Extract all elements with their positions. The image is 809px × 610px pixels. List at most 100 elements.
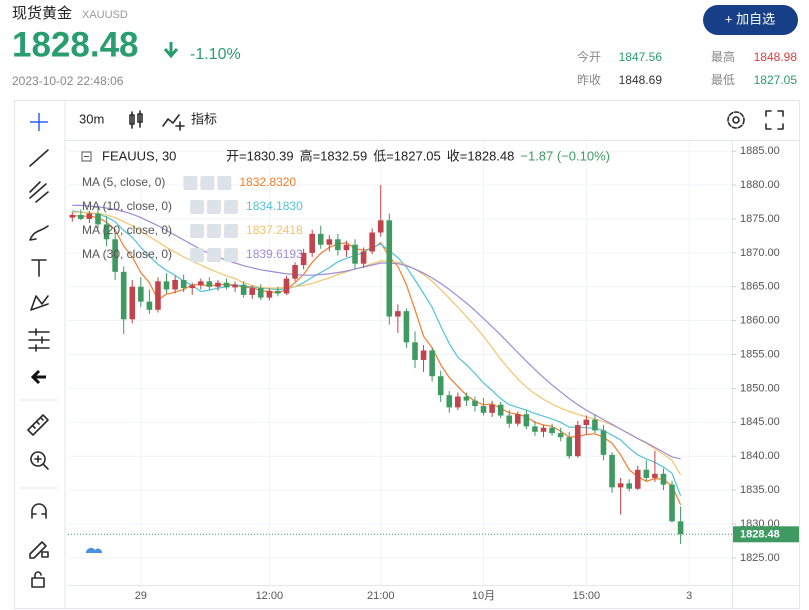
instrument-name: 现货黄金 <box>12 5 72 22</box>
candle-body <box>266 290 273 298</box>
y-tick-label: 1845.00 <box>740 416 780 428</box>
candle-body <box>395 311 401 317</box>
candle-body <box>583 419 590 426</box>
candle-body <box>369 232 375 252</box>
y-tick-label: 1835.00 <box>740 484 780 496</box>
ohlc-label: 收=1828.48 <box>447 148 515 163</box>
candle-body <box>600 430 607 455</box>
candle-body <box>643 469 650 478</box>
ma-legend-button[interactable] <box>207 200 222 214</box>
y-tick-label: 1825.00 <box>740 552 780 564</box>
candle-body <box>677 521 684 535</box>
stat-label: 最低 <box>711 73 735 87</box>
fork-tool[interactable] <box>29 181 49 203</box>
candle-body <box>403 311 410 343</box>
stat-label: 今开 <box>577 49 601 64</box>
candle-body <box>660 473 667 485</box>
measure-tool[interactable] <box>28 328 50 352</box>
ma-legend-name: MA (10, close, 0) <box>82 199 172 213</box>
ohlc-label: 低=1827.05 <box>373 148 441 163</box>
ma-legend-button[interactable] <box>224 224 239 238</box>
ma-legend-value: 1834.1830 <box>246 199 303 213</box>
candle-body <box>472 400 478 407</box>
candle-body <box>275 290 281 294</box>
ma-legend-button[interactable] <box>207 224 222 238</box>
indicators-button[interactable]: 指标 <box>191 111 217 126</box>
indicator-icon[interactable] <box>162 114 185 131</box>
candle-body <box>103 224 110 240</box>
ma-line <box>72 204 681 460</box>
last-price-box <box>733 526 799 543</box>
collapse-icon[interactable] <box>81 151 92 162</box>
ma-legend-button[interactable] <box>190 248 205 262</box>
lock-tool[interactable] <box>31 571 45 588</box>
candle-body <box>240 284 247 295</box>
candle-body <box>206 281 213 287</box>
pattern-tool[interactable] <box>30 295 49 311</box>
ruler-tool[interactable] <box>27 414 49 436</box>
candle-body <box>429 350 435 377</box>
drawing-toolbar <box>20 113 58 588</box>
settings-icon[interactable] <box>727 111 745 129</box>
chart-type-icon[interactable] <box>129 110 143 129</box>
ma-line <box>72 211 682 476</box>
lock-drawing-tool[interactable] <box>29 541 49 559</box>
ma-legend-value: 1839.6193 <box>246 247 303 261</box>
ma-legend-button[interactable] <box>200 176 215 190</box>
ma-legend-button[interactable] <box>190 200 205 214</box>
candle-body <box>634 469 641 489</box>
text-tool[interactable] <box>31 259 47 277</box>
ma-legend-button[interactable] <box>224 200 239 214</box>
candle-body <box>489 404 495 413</box>
add-watchlist-label[interactable]: + 加自选 <box>725 11 775 26</box>
ma-legend-button[interactable] <box>190 224 205 238</box>
interval-button[interactable]: 30m <box>79 111 104 126</box>
candle-body <box>155 281 161 310</box>
ma-legend-button[interactable] <box>217 176 232 190</box>
candle-body <box>198 281 204 286</box>
candle-body <box>172 279 178 290</box>
candle-body <box>343 244 350 251</box>
line-tool[interactable] <box>29 149 49 167</box>
candle-body <box>652 473 658 478</box>
y-tick-label: 1875.00 <box>740 213 780 225</box>
zoom-tool[interactable] <box>30 451 49 470</box>
candle-body <box>515 414 521 424</box>
crosshair-tool[interactable] <box>30 113 48 131</box>
candle-body <box>437 376 444 396</box>
candle-body <box>112 239 118 272</box>
candle-body <box>446 395 453 408</box>
magnet-tool[interactable] <box>31 503 47 519</box>
candle-body <box>257 288 264 298</box>
candle-body <box>592 419 598 431</box>
ohlc-label: 开=1830.39 <box>226 148 294 163</box>
timestamp: 2023-10-02 22:48:06 <box>12 74 124 88</box>
ma-legend-value: 1837.2418 <box>246 223 303 237</box>
plot <box>68 141 732 585</box>
y-tick-label: 1860.00 <box>740 315 780 327</box>
back-tool[interactable] <box>30 369 46 385</box>
add-watchlist-button[interactable] <box>703 5 798 35</box>
candle-body <box>352 244 358 264</box>
y-tick-label: 1885.00 <box>740 145 780 157</box>
candle-body <box>540 427 547 432</box>
candle-body <box>292 265 298 279</box>
ma-legend-name: MA (20, close, 0) <box>82 223 172 237</box>
y-tick-label: 1865.00 <box>740 281 780 293</box>
candle-body <box>232 284 238 288</box>
ma-legend-button[interactable] <box>224 248 239 262</box>
stat-value: 1848.98 <box>754 50 798 64</box>
cloud-icon[interactable] <box>86 548 103 553</box>
candle-body <box>146 301 153 310</box>
x-tick-label: 12:00 <box>256 590 284 602</box>
ma-legend-button[interactable] <box>207 248 222 262</box>
ma-legend-button[interactable] <box>183 176 198 190</box>
candle-body <box>283 278 290 294</box>
brush-tool[interactable] <box>29 225 49 241</box>
candle-body <box>360 251 367 264</box>
fullscreen-icon[interactable] <box>765 110 784 130</box>
stat-label: 昨收 <box>577 73 601 87</box>
candle-body <box>566 437 573 457</box>
